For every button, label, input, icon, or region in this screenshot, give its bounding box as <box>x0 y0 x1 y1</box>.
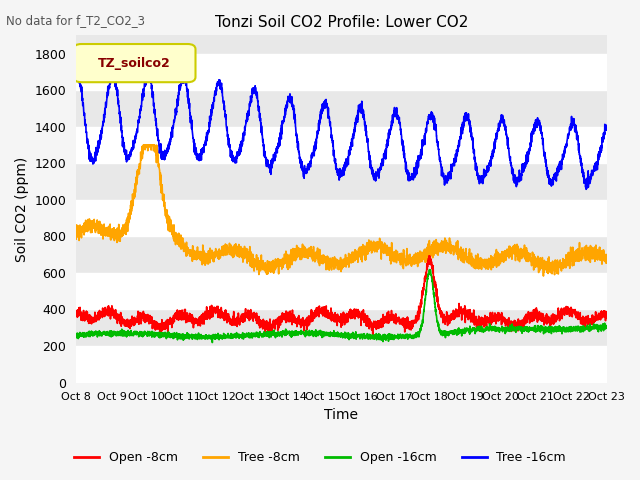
Bar <box>76 163 607 200</box>
Bar <box>76 236 607 273</box>
Bar <box>76 54 607 90</box>
Bar <box>76 310 607 346</box>
Legend: Open -8cm, Tree -8cm, Open -16cm, Tree -16cm: Open -8cm, Tree -8cm, Open -16cm, Tree -… <box>69 446 571 469</box>
X-axis label: Time: Time <box>324 408 358 422</box>
FancyBboxPatch shape <box>74 44 195 82</box>
Title: Tonzi Soil CO2 Profile: Lower CO2: Tonzi Soil CO2 Profile: Lower CO2 <box>214 15 468 30</box>
Bar <box>76 273 607 310</box>
Bar <box>76 200 607 236</box>
Text: TZ_soilco2: TZ_soilco2 <box>98 57 171 70</box>
Text: No data for f_T2_CO2_3: No data for f_T2_CO2_3 <box>6 14 145 27</box>
Bar <box>76 346 607 383</box>
Bar <box>76 90 607 127</box>
Y-axis label: Soil CO2 (ppm): Soil CO2 (ppm) <box>15 156 29 262</box>
Bar <box>76 127 607 163</box>
